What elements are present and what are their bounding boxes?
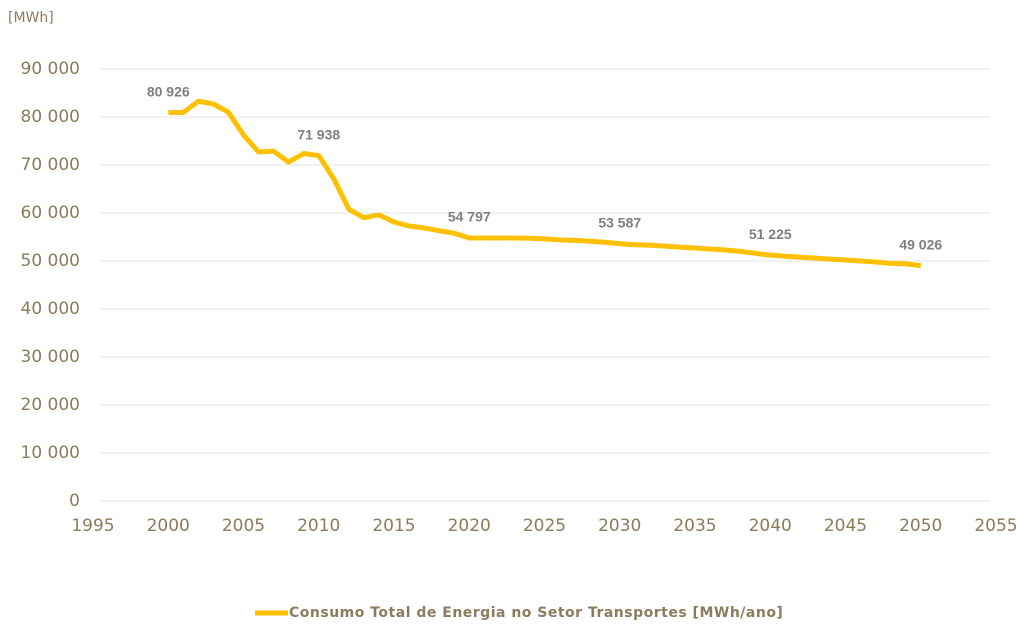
x-tick-label: 2055	[974, 516, 1016, 536]
y-unit-label: [MWh]	[8, 10, 54, 26]
y-tick-label: 50 000	[21, 251, 80, 271]
data-label: 80 926	[147, 83, 190, 99]
y-tick-label: 10 000	[21, 443, 80, 463]
y-tick-label: 40 000	[21, 299, 80, 319]
legend-label: Consumo Total de Energia no Setor Transp…	[289, 605, 783, 621]
x-tick-label: 1995	[71, 516, 114, 536]
x-tick-label: 2015	[372, 516, 415, 536]
x-tick-label: 2000	[147, 516, 190, 536]
y-tick-label: 20 000	[21, 395, 80, 415]
x-tick-label: 2045	[824, 516, 867, 536]
data-label: 71 938	[297, 126, 340, 142]
data-label: 53 587	[598, 214, 641, 230]
x-tick-label: 2010	[297, 516, 340, 536]
x-tick-label: 2025	[523, 516, 566, 536]
x-tick-label: 2035	[673, 516, 716, 536]
y-tick-label: 70 000	[21, 155, 80, 175]
x-tick-label: 2005	[222, 516, 265, 536]
data-label: 51 225	[749, 226, 792, 242]
data-label: 54 797	[448, 209, 491, 225]
y-tick-label: 30 000	[21, 347, 80, 367]
data-label: 49 026	[899, 236, 942, 252]
x-tick-label: 2030	[598, 516, 641, 536]
y-tick-label: 60 000	[21, 203, 80, 223]
x-tick-label: 2020	[448, 516, 491, 536]
y-tick-label: 80 000	[21, 107, 80, 127]
x-tick-label: 2040	[749, 516, 792, 536]
x-tick-label: 2050	[899, 516, 942, 536]
y-tick-label: 90 000	[21, 59, 80, 79]
data-line	[168, 98, 922, 269]
y-tick-label: 0	[69, 491, 80, 511]
